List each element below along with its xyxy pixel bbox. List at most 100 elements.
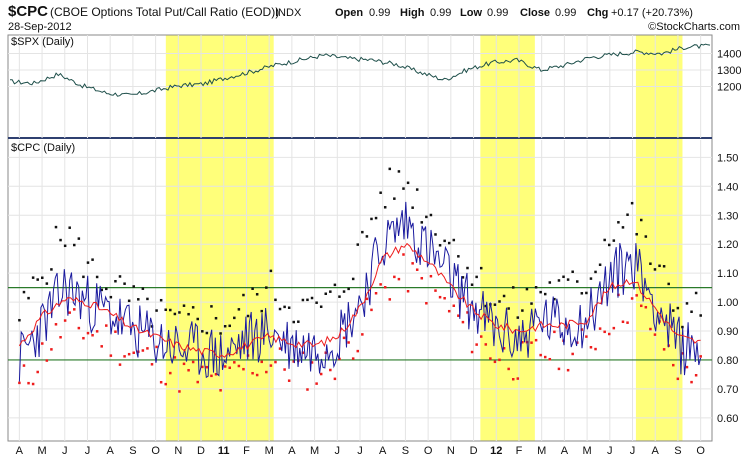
high-marker [333,283,337,287]
low-marker [255,373,259,377]
low-marker [91,333,94,337]
x-tick-label: M [265,445,274,457]
high-marker [534,286,538,289]
high-marker [658,264,661,268]
low-marker [155,345,158,349]
high-marker [397,170,401,173]
high-marker [594,270,597,274]
low-marker [685,365,689,369]
x-tick-label: A [16,445,24,457]
low-marker [603,330,606,334]
high-marker [374,216,378,220]
low-marker [127,352,131,356]
high-marker [196,317,199,321]
high-marker [626,213,629,216]
x-tick-label: 12 [490,445,502,457]
low-marker [306,388,309,391]
low-marker [598,327,602,330]
high-marker [219,332,222,335]
low-marker [269,364,273,367]
high-marker [178,311,181,314]
low-marker [233,361,236,364]
x-tick-label: J [85,445,91,457]
x-tick-label: J [357,445,363,457]
spx-tick-label: 1200 [717,82,741,94]
low-marker [73,308,76,311]
low-marker [630,297,634,300]
low-marker [27,381,30,385]
open-value: 0.99 [369,7,390,19]
high-marker [27,296,30,300]
x-tick-label: J [62,445,68,457]
x-tick-label: N [447,445,455,457]
highlight-band [635,35,683,441]
high-marker [237,308,241,311]
close-label: Close [520,7,550,19]
low-marker [251,371,254,375]
low-marker [539,353,542,357]
high-marker [301,298,305,302]
high-marker [470,283,474,286]
low-marker [292,360,295,363]
high-marker [141,287,145,290]
low-marker [77,326,81,330]
low-marker [594,347,597,351]
high-marker [685,302,689,305]
high-marker [525,287,529,291]
low-marker [585,335,588,338]
x-tick-label: A [652,445,660,457]
high-marker [59,238,62,242]
low-marker [329,368,332,372]
high-marker [319,305,323,308]
low-marker [452,304,456,308]
low-marker [63,319,67,322]
high-marker [649,262,652,265]
high-marker [347,287,350,291]
high-marker [342,290,346,293]
low-marker [443,296,446,300]
high-marker [169,308,172,312]
high-marker [265,286,268,289]
high-marker [246,314,250,318]
x-tick-label: S [129,445,136,457]
low-marker [557,367,561,371]
high-marker [228,324,231,328]
high-marker [379,191,382,194]
x-tick-label: M [310,445,319,457]
low-marker [187,368,190,372]
low-marker [607,332,611,336]
low-marker [68,311,71,314]
high-marker [233,316,236,320]
high-marker [287,306,291,309]
high-marker [164,308,167,311]
low-marker [374,291,378,295]
low-marker [114,330,117,333]
low-marker [287,379,291,382]
low-marker [498,358,501,362]
low-marker [173,356,177,359]
x-tick-label: S [402,445,409,457]
high-marker [502,294,506,298]
low-marker [146,347,149,350]
high-marker [242,293,245,297]
low-marker [543,355,547,359]
high-marker [297,320,300,323]
high-marker [118,275,122,278]
low-marker [566,368,570,372]
low-marker [237,364,241,368]
low-marker [507,367,510,371]
high-marker [420,221,424,224]
high-marker [617,221,620,224]
high-marker [516,316,520,319]
high-marker [45,282,49,285]
high-marker [635,232,638,236]
high-marker [132,285,135,288]
cpc-tick-label: 1.00 [717,297,738,309]
low-marker [150,363,154,366]
low-marker [393,275,396,279]
high-marker [443,239,446,243]
chg-value: +0.17 (+20.73%) [611,7,693,19]
high-marker [479,266,483,270]
high-marker [681,325,684,329]
